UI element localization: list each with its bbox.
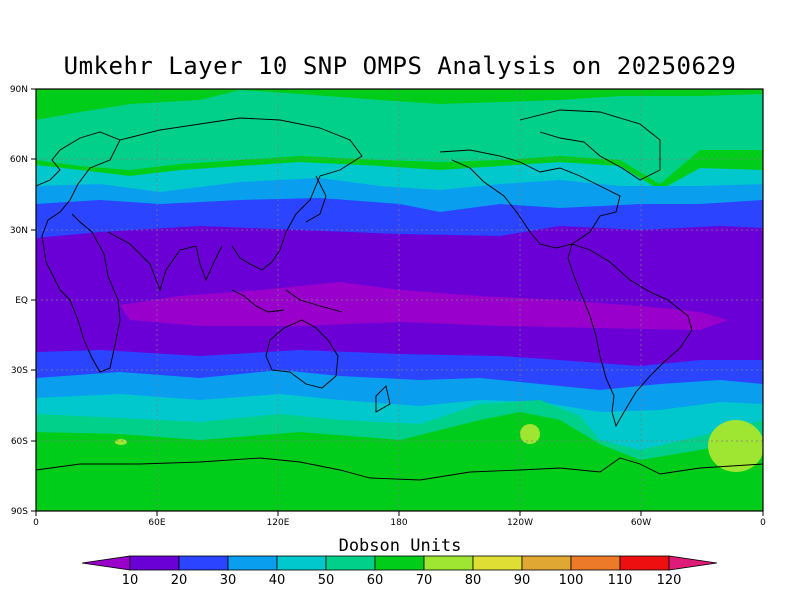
colorbar-level-label: 60 xyxy=(367,573,384,588)
lon-tick-180: 180 xyxy=(390,518,407,528)
lat-tick-30n: 30N xyxy=(10,226,28,236)
lon-tick-60e: 60E xyxy=(148,518,165,528)
colorbar-swatch xyxy=(423,555,474,571)
colorbar-swatch xyxy=(276,555,327,571)
lat-tick-60n: 60N xyxy=(10,155,28,165)
colorbar-level-label: 70 xyxy=(416,573,433,588)
colorbar: 10 20 30 40 50 60 70 80 90 100 110 120 xyxy=(81,555,718,588)
map-title: Umkehr Layer 10 SNP OMPS Analysis on 202… xyxy=(63,52,737,80)
lon-tick-120w: 120W xyxy=(507,518,533,528)
blob-80-c xyxy=(115,439,127,445)
contour-field xyxy=(36,89,763,511)
colorbar-swatch xyxy=(570,555,621,571)
lat-tick-eq: EQ xyxy=(15,296,28,306)
colorbar-swatch-above xyxy=(668,555,718,571)
colorbar-level-label: 50 xyxy=(318,573,335,588)
lon-tick-120e: 120E xyxy=(267,518,290,528)
colorbar-swatch xyxy=(325,555,376,571)
colorbar-level-label: 10 xyxy=(122,573,139,588)
lon-tick-0-end: 0 xyxy=(760,518,766,528)
lat-tick-60s: 60S xyxy=(11,437,28,447)
band-70-south xyxy=(36,412,763,511)
colorbar-level-label: 90 xyxy=(514,573,531,588)
blob-80-b xyxy=(708,420,763,472)
colorbar-level-label: 110 xyxy=(608,573,633,588)
lon-tick-60w: 60W xyxy=(631,518,651,528)
gridlines xyxy=(36,89,763,511)
colorbar-level-label: 20 xyxy=(171,573,188,588)
colorbar-swatch xyxy=(129,555,180,571)
lat-tick-90s: 90S xyxy=(11,507,28,517)
colorbar-swatch xyxy=(472,555,523,571)
coastlines xyxy=(36,109,763,481)
lon-tick-0: 0 xyxy=(33,518,39,528)
colorbar-level-label: 120 xyxy=(657,573,682,588)
colorbar-swatch xyxy=(619,555,670,571)
colorbar-level-label: 100 xyxy=(559,573,584,588)
lat-tick-30s: 30S xyxy=(11,366,28,376)
colorbar-swatch-below xyxy=(81,555,131,571)
colorbar-level-label: 40 xyxy=(269,573,286,588)
axis-ticks xyxy=(31,88,764,516)
colorbar-title: Dobson Units xyxy=(338,536,462,556)
colorbar-swatch xyxy=(521,555,572,571)
band-10 xyxy=(120,282,728,330)
colorbar-swatch xyxy=(374,555,425,571)
colorbar-level-label: 80 xyxy=(465,573,482,588)
blob-80-a xyxy=(520,424,540,444)
colorbar-swatch xyxy=(178,555,229,571)
band-60-north xyxy=(36,90,763,184)
colorbar-swatch xyxy=(227,555,278,571)
colorbar-level-label: 30 xyxy=(220,573,237,588)
lat-tick-90n: 90N xyxy=(10,85,28,95)
